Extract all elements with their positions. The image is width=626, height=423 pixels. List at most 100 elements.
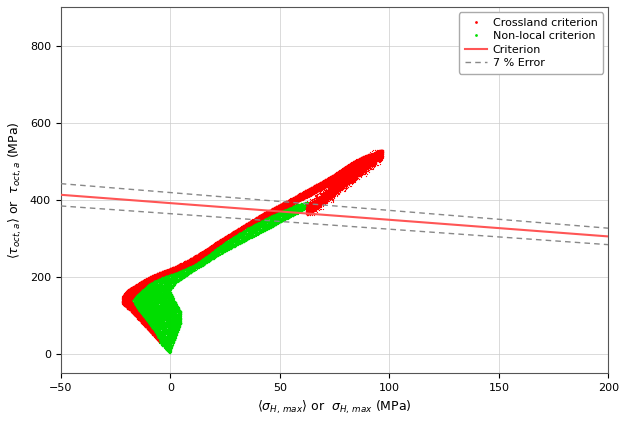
Point: [125, 302, 135, 309]
Point: [143, 321, 153, 328]
Point: [369, 157, 379, 164]
Point: [314, 183, 324, 190]
Point: [141, 317, 151, 324]
Point: [134, 301, 144, 308]
Point: [145, 327, 155, 333]
Point: [146, 320, 156, 327]
Point: [307, 187, 317, 193]
Point: [231, 233, 241, 239]
Point: [290, 209, 300, 216]
Point: [249, 217, 259, 223]
Point: [159, 303, 169, 310]
Point: [350, 167, 360, 174]
Point: [148, 310, 158, 317]
Point: [314, 181, 324, 188]
Point: [227, 234, 237, 241]
Point: [213, 242, 223, 249]
Point: [254, 229, 264, 236]
Point: [205, 244, 215, 251]
Point: [364, 158, 374, 165]
Point: [177, 260, 187, 267]
Point: [318, 198, 328, 205]
Point: [161, 272, 171, 279]
Point: [162, 304, 172, 310]
Point: [247, 223, 257, 230]
Point: [165, 268, 175, 275]
Point: [306, 185, 316, 192]
Point: [150, 278, 160, 285]
Point: [270, 217, 280, 224]
Point: [207, 244, 217, 250]
Point: [146, 321, 156, 328]
Point: [165, 300, 175, 307]
Point: [314, 197, 324, 203]
Point: [150, 332, 160, 338]
Point: [120, 297, 130, 304]
Point: [151, 311, 161, 318]
Point: [364, 158, 374, 165]
Point: [217, 236, 227, 242]
Point: [331, 178, 341, 185]
Point: [226, 234, 236, 241]
Point: [347, 162, 357, 169]
Point: [205, 251, 215, 258]
Point: [129, 290, 139, 297]
Point: [260, 212, 270, 219]
Point: [326, 174, 336, 181]
Point: [156, 286, 167, 293]
Point: [331, 182, 341, 189]
Point: [166, 315, 176, 322]
Point: [153, 271, 163, 278]
Point: [188, 265, 198, 272]
Point: [240, 221, 250, 228]
Point: [156, 328, 166, 335]
Point: [169, 315, 179, 322]
Point: [151, 291, 162, 298]
Point: [131, 282, 141, 289]
Point: [146, 328, 156, 335]
Point: [348, 162, 358, 169]
Point: [146, 298, 156, 305]
Point: [145, 284, 155, 291]
Point: [121, 291, 131, 298]
Point: [304, 188, 314, 195]
Point: [370, 157, 380, 164]
Point: [153, 273, 163, 280]
Point: [250, 215, 260, 222]
Point: [118, 295, 128, 302]
Point: [175, 269, 185, 276]
Point: [342, 169, 352, 176]
Point: [160, 269, 170, 275]
Point: [346, 161, 356, 168]
Point: [158, 341, 168, 347]
Point: [251, 224, 261, 231]
Point: [173, 261, 183, 268]
Point: [224, 234, 234, 241]
Point: [187, 258, 197, 265]
Point: [158, 291, 168, 297]
Point: [291, 203, 301, 210]
Point: [374, 156, 384, 163]
Point: [371, 153, 381, 160]
Point: [153, 271, 163, 278]
Point: [165, 277, 175, 284]
Point: [303, 206, 313, 212]
Point: [282, 212, 292, 219]
Point: [274, 217, 284, 224]
Point: [286, 206, 296, 213]
Point: [150, 327, 160, 334]
Point: [157, 303, 167, 310]
Point: [161, 337, 171, 343]
Point: [192, 264, 202, 270]
Point: [351, 165, 361, 171]
Point: [217, 236, 227, 243]
Point: [338, 179, 348, 186]
Point: [295, 202, 305, 209]
Point: [145, 277, 155, 284]
Point: [158, 280, 168, 287]
Point: [304, 185, 314, 192]
Point: [178, 262, 188, 269]
Point: [351, 165, 361, 172]
Point: [328, 185, 338, 192]
Point: [331, 171, 341, 178]
